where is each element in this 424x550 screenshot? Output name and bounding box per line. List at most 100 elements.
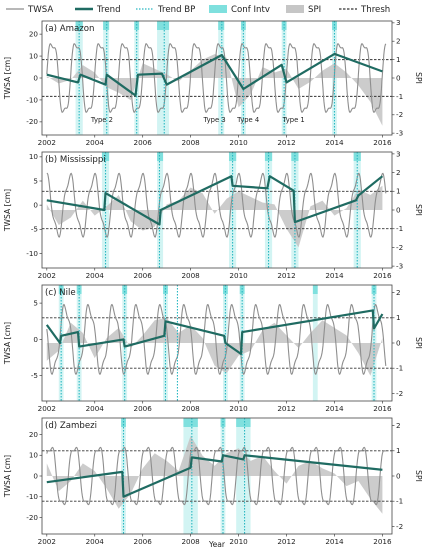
panel-3-spi-tick-label: 0 [396, 338, 401, 347]
panel-3-ytick-label: -5 [31, 371, 38, 380]
panel-3-spi-tick-label: -1 [396, 364, 403, 373]
panel-2-spi-tick-label: -1 [396, 224, 403, 233]
panel-4-trend-line [46, 454, 383, 498]
legend-label-twsa: TWSA [27, 5, 53, 15]
panel-1-xtick-label: 2002 [38, 138, 56, 147]
panel-4-ytick-label: -10 [26, 492, 38, 501]
panel-3-xtick-label: 2010 [229, 404, 248, 413]
panel-4-ytick-label: -20 [26, 513, 38, 522]
panel-2-ytick-label: 10 [29, 152, 39, 161]
panel-1-xtick-label: 2008 [181, 138, 200, 147]
panel-2-twsa-line [46, 172, 387, 238]
panel-4-ytick-label: 10 [29, 451, 39, 460]
panel-1-spi-tick-label: 1 [396, 55, 401, 64]
panel-4-xtick-label: 2010 [229, 537, 248, 546]
panel-4-spi-tick-label: 2 [396, 421, 401, 430]
panel-3-spi-tick-label: -2 [396, 389, 403, 398]
panel-3-spi-tick-label: 2 [396, 288, 401, 297]
panel-1-annotation-2: Type 3 [203, 116, 226, 124]
panel-2-xtick-label: 2006 [134, 271, 153, 280]
panel-2-xtick-label: 2016 [373, 271, 392, 280]
panel-2-spi-tick-label: -3 [396, 262, 403, 271]
panel-3-xtick-label: 2016 [373, 404, 392, 413]
panel-4-spi-tick-label: -2 [396, 522, 403, 531]
panel-1-title: (a) Amazon [45, 24, 94, 34]
panel-3-xtick-label: 2006 [134, 404, 153, 413]
panel-3-trend-line [45, 309, 384, 355]
panel-1-conf-cap-5 [218, 21, 225, 30]
legend-label-trend: Trend [96, 5, 121, 15]
panel-2-xtick-label: 2002 [38, 271, 56, 280]
panel-2-ytick-label: 0 [33, 201, 38, 210]
panel-1-xtick-label: 2010 [229, 138, 248, 147]
panel-2-ytick-label: -5 [31, 225, 38, 234]
panel-3-ytick-label: 0 [33, 335, 38, 344]
panel-2-ytick-label: -10 [26, 249, 38, 258]
panel-1-xtick-label: 2006 [134, 138, 153, 147]
panel-2-ylabel-right: SPI [414, 204, 423, 216]
panel-4-xtick-label: 2002 [38, 537, 56, 546]
panel-4-ylabel-right: SPI [414, 470, 423, 482]
legend-swatch-conf-intv [209, 5, 227, 13]
panel-2-trend-line [46, 175, 384, 226]
panel-4-conf-cap-2 [183, 418, 198, 427]
legend-swatch-spi [286, 5, 304, 13]
panel-2-title: (b) Mississippi [45, 155, 106, 165]
panel-3-conf-cap-7 [312, 285, 318, 294]
panel-1-xtick-label: 2014 [325, 138, 344, 147]
x-axis-label: Year [208, 540, 226, 549]
panel-2-ytick-label: 5 [33, 176, 38, 185]
legend-label-thresh: Thresh [360, 5, 390, 15]
panel-3-twsa-line [46, 303, 387, 375]
panel-2-spi-tick-label: 2 [396, 168, 401, 177]
panel-4-ytick-label: 0 [33, 471, 38, 480]
panel-1-ytick-label: 20 [29, 30, 39, 39]
panel-4-spi-area [46, 435, 383, 514]
panel-4-spi-tick-label: -1 [396, 497, 403, 506]
panel-3-spi-tick-label: 1 [396, 313, 401, 322]
panel-1-ytick-label: -20 [26, 117, 38, 126]
panel-1-ytick-label: 10 [29, 51, 39, 60]
panel-3-ylabel-left: TWSA [cm] [3, 322, 12, 365]
panel-3-xtick-label: 2008 [181, 404, 200, 413]
panel-2-spi-tick-label: 0 [396, 205, 401, 214]
panel-3-xtick-label: 2002 [38, 404, 56, 413]
legend-label-trend-bp: Trend BP [157, 5, 195, 15]
panel-3-ylabel-right: SPI [414, 337, 423, 349]
panel-1-annotation-4: Type 1 [282, 116, 305, 124]
panel-3-title: (c) Nile [45, 288, 76, 298]
panel-2-xtick-label: 2008 [181, 271, 200, 280]
panel-3-xtick-label: 2012 [277, 404, 295, 413]
panel-1-trend-line [46, 52, 383, 97]
panel-2-spi-area [46, 185, 383, 248]
panel-1-xtick-label: 2004 [86, 138, 105, 147]
panel-1-spi-tick-label: -3 [396, 129, 403, 138]
panel-1-conf-cap-2 [103, 21, 110, 30]
panel-2-spi-tick-label: 1 [396, 187, 401, 196]
panel-2-spi-tick-label: -2 [396, 243, 403, 252]
panel-1-ylabel-right: SPI [414, 72, 423, 84]
panel-4-xtick-label: 2012 [277, 537, 295, 546]
panel-1-spi-tick-label: -1 [396, 92, 403, 101]
panel-4-xtick-label: 2004 [86, 537, 105, 546]
panel-2-ylabel-left: TWSA [cm] [3, 189, 12, 232]
panel-1-spi-tick-label: 0 [396, 73, 401, 82]
panel-2-xtick-label: 2010 [229, 271, 248, 280]
panel-3-spi-area [46, 317, 383, 376]
panel-1-ylabel-left: TWSA [cm] [3, 57, 12, 100]
panel-3-ytick-label: 5 [33, 299, 38, 308]
panel-1-ytick-label: -10 [26, 95, 38, 104]
panel-1-spi-tick-label: -2 [396, 110, 403, 119]
panel-4-ylabel-left: TWSA [cm] [3, 455, 12, 498]
panel-1-twsa-line [46, 43, 387, 113]
panel-4-conf-cap-4 [236, 418, 251, 427]
panel-4-title: (d) Zambezi [45, 421, 97, 431]
panel-4-ytick-label: 20 [29, 430, 39, 439]
panel-1-xtick-label: 2016 [373, 138, 392, 147]
panel-4-xtick-label: 2006 [134, 537, 153, 546]
panel-1-xtick-label: 2012 [277, 138, 295, 147]
panel-4-spi-tick-label: 1 [396, 446, 401, 455]
panel-1-annotation-1: Type 2 [90, 116, 113, 124]
panel-1-spi-tick-label: 2 [396, 37, 401, 46]
panel-1-annotation-3: Type 4 [236, 116, 259, 124]
